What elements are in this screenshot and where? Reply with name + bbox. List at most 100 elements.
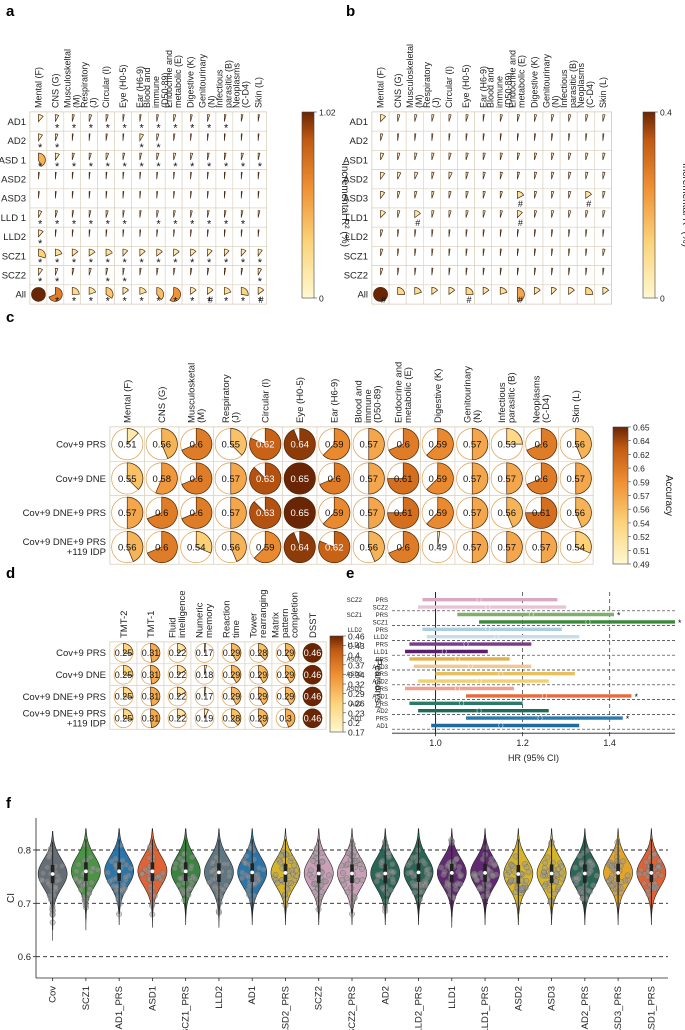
significance-star: * [156, 257, 161, 269]
pie-mark [190, 191, 192, 199]
x-tick-label: AD2 [380, 986, 391, 1004]
panel-d-heatmap: 0.25 0.31 0.22 0.17 0.29 0.28 0.29 0.46 0.25 0.31… [23, 589, 383, 737]
pie-mark [88, 114, 93, 122]
panel-c-heatmap: 0.51 0.56 0.6 0.55 0.62 0.64 0.59 0.57 0.6 0.59 0.… [23, 362, 674, 570]
column-label: Genitourinary(N) [542, 53, 561, 108]
column-label-line: (J) [88, 98, 98, 109]
colorbar: 1.02 0 Incremental R² (%) [301, 108, 350, 304]
pie-mark [257, 287, 265, 296]
colorbar-label: Incremental R² (%) [339, 163, 350, 247]
pie-mark [156, 267, 159, 276]
column-label-line: metabolic (E) [403, 367, 414, 423]
data-point [573, 880, 580, 887]
column-label: Respiratory(J) [221, 374, 242, 423]
pie-mark [517, 114, 520, 122]
column-label-line: metabolic (E) [517, 55, 527, 108]
cell-value-label: 0.6 [190, 474, 203, 485]
column-label-line: Skin (L) [598, 77, 608, 108]
pie-mark [517, 229, 519, 237]
data-point [326, 872, 332, 879]
significance-star: * [38, 142, 43, 154]
pie-mark [302, 708, 323, 729]
data-point [379, 857, 386, 864]
median-marker [217, 870, 221, 875]
pie-mark [414, 114, 418, 122]
hr-point [494, 634, 499, 640]
pie-mark [173, 191, 175, 199]
median-marker [183, 869, 188, 874]
x-tick-label: 1.0 [429, 738, 442, 748]
pie-mark [88, 133, 91, 141]
data-point [110, 883, 117, 890]
data-point [317, 893, 323, 900]
data-point [322, 878, 329, 885]
cell-value-label: 0.57 [463, 542, 482, 553]
cell-value-label: 0.57 [118, 508, 137, 519]
pie-mark [257, 191, 260, 199]
column-label: Blood andimmune(D50-89) [486, 67, 514, 108]
data-point [256, 865, 262, 871]
pie-mark [551, 267, 554, 276]
pie-mark [156, 152, 160, 161]
pie-mark [397, 229, 400, 237]
pie-mark [38, 248, 46, 259]
pie-mark [431, 133, 434, 141]
data-point [413, 853, 420, 860]
row-label-line: ASD 1 [0, 155, 26, 166]
significance-star: * [224, 219, 229, 231]
data-point [656, 858, 663, 865]
data-point [315, 885, 321, 892]
significance-star: * [55, 161, 60, 173]
column-label-line: (N) [551, 96, 561, 109]
row-label: LLD1 [345, 213, 368, 224]
data-point [491, 862, 498, 869]
data-point [188, 863, 195, 869]
pie-mark [426, 496, 454, 529]
significance-star: * [634, 692, 638, 702]
data-point [587, 858, 593, 865]
cell-value-label: 0.25 [115, 670, 133, 680]
row-label: AD1 [8, 117, 26, 128]
column-label: Infectiousparasitic (B) [215, 60, 234, 108]
pie-mark [173, 229, 175, 237]
pie-mark [602, 190, 606, 199]
row-label-line: AD1 [8, 117, 26, 128]
colorbar-tick-label: 0.57 [633, 491, 650, 501]
pie-mark [380, 267, 384, 276]
data-point [115, 897, 122, 903]
row-label: PRS [376, 687, 388, 693]
data-point [288, 867, 295, 874]
data-point [525, 869, 532, 876]
data-point [91, 865, 98, 872]
data-point [641, 880, 647, 887]
cell-value-label: 0.6 [397, 542, 410, 553]
data-point [309, 874, 315, 881]
data-point [390, 879, 396, 886]
cell-value-label: 0.29 [250, 692, 268, 702]
data-point [614, 858, 621, 864]
column-label-line: (M) [71, 95, 81, 109]
x-tick-label: LLD1_PRS [480, 986, 491, 1030]
pie-mark [177, 664, 187, 676]
pie-mark [585, 267, 588, 276]
x-tick-label: ASD1_PRS [646, 986, 657, 1030]
data-point [540, 869, 547, 876]
cell-value-label: 0.56 [360, 542, 379, 553]
row-label-line: AD1 [350, 117, 368, 128]
significance-star: * [38, 257, 43, 269]
pie-mark [207, 191, 209, 199]
pie-mark [204, 708, 209, 719]
data-point [212, 883, 218, 890]
colorbar-tick-label: 0.17 [348, 728, 365, 738]
data-point [488, 856, 495, 862]
column-label-line: Digestive (K) [530, 56, 540, 108]
data-point [226, 869, 233, 875]
column-label: Towerrearranging [249, 589, 270, 638]
pie-mark [71, 229, 74, 237]
pie-mark [122, 191, 125, 199]
pie-mark [240, 287, 249, 296]
pie-mark [105, 267, 109, 276]
pie-mark [71, 133, 74, 141]
row-label: SCZ2 [373, 606, 389, 612]
data-point [620, 858, 626, 865]
